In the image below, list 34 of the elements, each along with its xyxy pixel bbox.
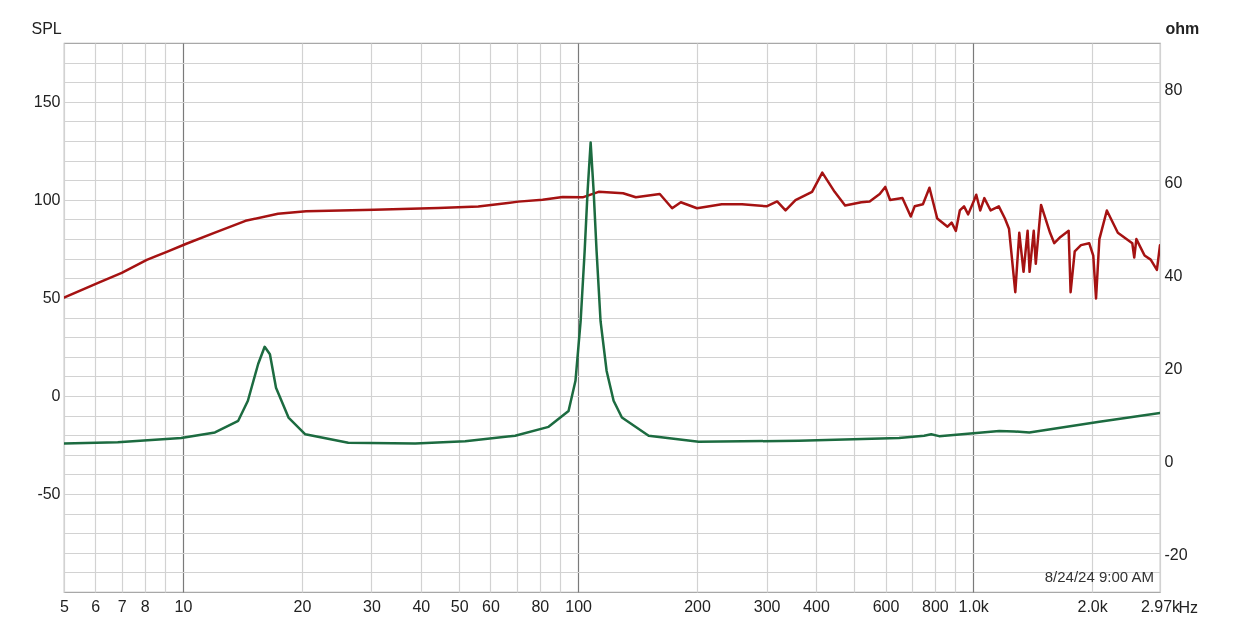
y-tick-label: -50 xyxy=(37,485,61,503)
y-tick-label: 50 xyxy=(42,289,61,307)
x-axis-title: Hz xyxy=(1178,598,1199,616)
y2-axis-title: ohm xyxy=(1165,19,1200,37)
x-tick-label: 100 xyxy=(565,597,593,615)
x-tick-label: 1.0k xyxy=(958,597,990,615)
x-tick-label: 400 xyxy=(803,597,830,615)
y-tick-label: 0 xyxy=(51,387,61,405)
x-tick-label: 30 xyxy=(363,597,381,615)
x-tick-label: 600 xyxy=(872,597,900,615)
x-tick-label: 7 xyxy=(117,597,127,615)
x-tick-label: 2.0k xyxy=(1077,597,1109,615)
x-tick-label: 800 xyxy=(922,597,949,615)
y2-tick-label: 0 xyxy=(1164,453,1174,471)
x-tick-label: 300 xyxy=(753,597,781,615)
y2-tick-label: 20 xyxy=(1164,360,1183,378)
x-tick-label: 60 xyxy=(482,597,500,615)
x-tick-label: 6 xyxy=(91,597,101,615)
annotation: 8/24/24 9:00 AM xyxy=(1044,568,1154,585)
y2-tick-label: 60 xyxy=(1164,174,1183,192)
x-tick-label: 8 xyxy=(140,597,150,615)
x-tick-label: 200 xyxy=(684,597,711,615)
y2-tick-label: 40 xyxy=(1164,267,1183,285)
x-tick-label: 80 xyxy=(531,597,550,615)
y2-tick-label: -20 xyxy=(1164,546,1188,564)
x-tick-label: 10 xyxy=(174,597,193,615)
y-tick-label: 150 xyxy=(33,93,61,111)
y-tick-label: 100 xyxy=(33,191,61,209)
x-tick-label: 50 xyxy=(450,597,469,615)
x-tick-label: 40 xyxy=(412,597,431,615)
y2-tick-label: 80 xyxy=(1164,81,1183,99)
y-axis-title: SPL xyxy=(31,19,62,37)
x-tick-label: 20 xyxy=(293,597,312,615)
x-tick-label: 5 xyxy=(60,597,70,615)
